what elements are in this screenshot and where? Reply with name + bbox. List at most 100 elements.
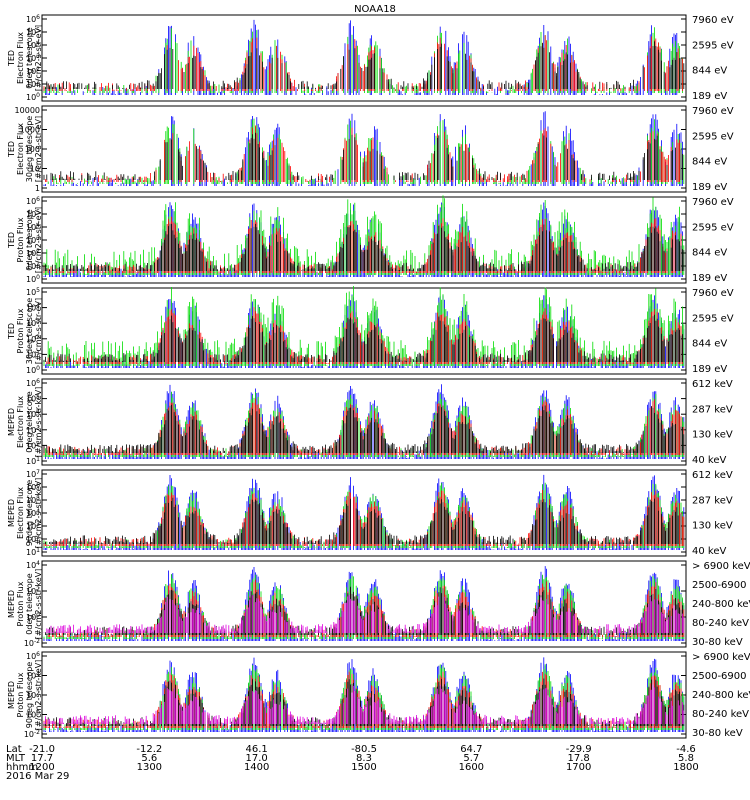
y-axis-label-line: Electron Flux (16, 32, 25, 84)
y-axis-label: MEPED Electron Flux 90deg telescope [#/cm2-… (7, 478, 43, 549)
series-trace-green (43, 286, 685, 366)
y-axis-label-line: 0deg telescope (25, 27, 34, 88)
y-tick-label: 102 (26, 690, 40, 700)
y-tick-label: 100 (26, 274, 40, 284)
series-trace-blue (43, 566, 685, 641)
series-trace-green (43, 195, 685, 275)
panel-frame (41, 378, 687, 466)
y-tick-label: 102 (26, 248, 40, 258)
x-tick-label: 17.8 (568, 753, 590, 764)
y-tick-label: 104 (26, 222, 40, 232)
x-tick-label: 17.0 (246, 753, 268, 764)
y-axis-label-line: [#/cm2-s-str-eV] (34, 207, 43, 273)
y-tick-label: 101 (26, 456, 40, 466)
y-axis-label-line: 90deg telescope (25, 480, 34, 547)
series-trace-black (43, 678, 685, 726)
legend-entry: 189 eV (692, 182, 727, 193)
y-axis-label-line: MEPED (7, 408, 16, 436)
series-trace-black (43, 132, 683, 180)
y-tick-label: 105 (26, 394, 40, 404)
y-axis-label-line: Electron Flux (16, 123, 25, 175)
y-axis-label-line: Proton Flux (16, 581, 25, 626)
y-axis-label-line: MEPED (7, 590, 16, 618)
y-tick-label: 106 (26, 196, 40, 206)
y-axis-label: TED Proton Flux 30deg telescope [#/cm2-s-st… (7, 298, 43, 365)
series-trace-black (43, 497, 682, 544)
y-axis-label: TED Electron Flux 30deg telescope [#/cm2-s-… (7, 116, 43, 183)
legend-entry: 2595 eV (692, 222, 734, 233)
legend-entry: 130 keV (692, 521, 733, 532)
legend-entry: 7960 eV (692, 288, 734, 299)
legend-entry: 240-800 keV (692, 690, 750, 701)
y-tick-label: 101 (26, 349, 40, 359)
y-axis-label-line: Proton Flux (16, 217, 25, 262)
panel-frame (41, 560, 687, 648)
x-tick-label: 1800 (673, 762, 698, 773)
legend-entry: 30-80 keV (692, 637, 743, 648)
y-axis-label-line: Electron Flux (16, 396, 25, 448)
legend-entry: 844 eV (692, 248, 727, 259)
legend-entry: 240-800 keV (692, 599, 750, 610)
x-tick-label: 1300 (137, 762, 162, 773)
y-axis-label-line: TED (7, 50, 16, 67)
y-tick-label: 103 (26, 318, 40, 328)
y-tick-label: 103 (26, 235, 40, 245)
y-axis-label-line: [#/cm2-s-str-eV] (34, 116, 43, 182)
y-tick-label: 10-2 (24, 729, 40, 739)
y-tick-label: 10-2 (24, 638, 40, 648)
x-row-label: Lat (6, 744, 22, 755)
y-axis-label: TED Proton Flux 0deg telescope [#/cm2-s-str… (7, 207, 43, 273)
y-tick-label: 102 (26, 440, 40, 450)
x-tick-label: 5.6 (141, 753, 157, 764)
panel-frame (41, 651, 687, 739)
y-tick-label: 106 (26, 651, 40, 661)
series-trace-red (45, 125, 680, 182)
y-axis-label-line: [#/cm2-s-str-keV] (34, 478, 43, 549)
y-axis-label-line: TED (7, 323, 16, 340)
series-trace-red (43, 216, 682, 273)
x-row-label: MLT (6, 753, 26, 764)
y-axis-label-line: Proton Flux (16, 672, 25, 717)
chart-title: NOAA18 (354, 4, 396, 15)
y-tick-label: 106 (26, 482, 40, 492)
legend-entry: 130 keV (692, 430, 733, 441)
y-axis-label-line: [#/cm2-s-str-keV] (34, 569, 43, 640)
legend-entry: 287 keV (692, 404, 733, 415)
legend-entry: 287 keV (692, 495, 733, 506)
y-axis-label: MEPED Electron Flux 0deg telescope [#/cm2-s… (7, 387, 43, 458)
series-trace-magenta (43, 595, 685, 633)
legend-entry: 7960 eV (692, 15, 734, 26)
series-trace-green (43, 664, 685, 730)
series-trace-blue (43, 474, 685, 550)
legend-entry: 189 eV (692, 91, 727, 102)
y-tick-label: 100 (25, 145, 40, 154)
series-trace-blue (45, 19, 678, 95)
legend-entry: 844 eV (692, 339, 727, 350)
x-tick-label: 5.7 (463, 753, 479, 764)
legend-entry: 612 keV (692, 470, 733, 481)
legend-entry: 2500-6900 (692, 580, 747, 591)
y-tick-label: 1 (35, 184, 40, 193)
x-tick-label: 64.7 (460, 744, 482, 755)
y-tick-label: 100 (26, 92, 40, 102)
series-trace-black (43, 314, 683, 362)
panel-frame (41, 196, 687, 284)
legend-entry: 40 keV (692, 455, 726, 466)
y-axis-label-line: 30deg telescope (25, 116, 34, 183)
series-trace-black (45, 41, 685, 89)
legend-entry: 2595 eV (692, 40, 734, 51)
y-axis-label-line: 90deg telescope (25, 662, 34, 729)
y-axis-label: TED Electron Flux 0deg telescope [#/cm2-s-s… (7, 25, 43, 91)
y-tick-label: 102 (26, 66, 40, 76)
legend-entry: 2595 eV (692, 313, 734, 324)
y-tick-label: 106 (26, 378, 40, 388)
x-tick-label: -4.6 (676, 744, 696, 755)
y-tick-label: 104 (26, 508, 40, 518)
y-axis-label-line: 0deg telescope (25, 391, 34, 452)
y-tick-label: 104 (26, 560, 40, 570)
